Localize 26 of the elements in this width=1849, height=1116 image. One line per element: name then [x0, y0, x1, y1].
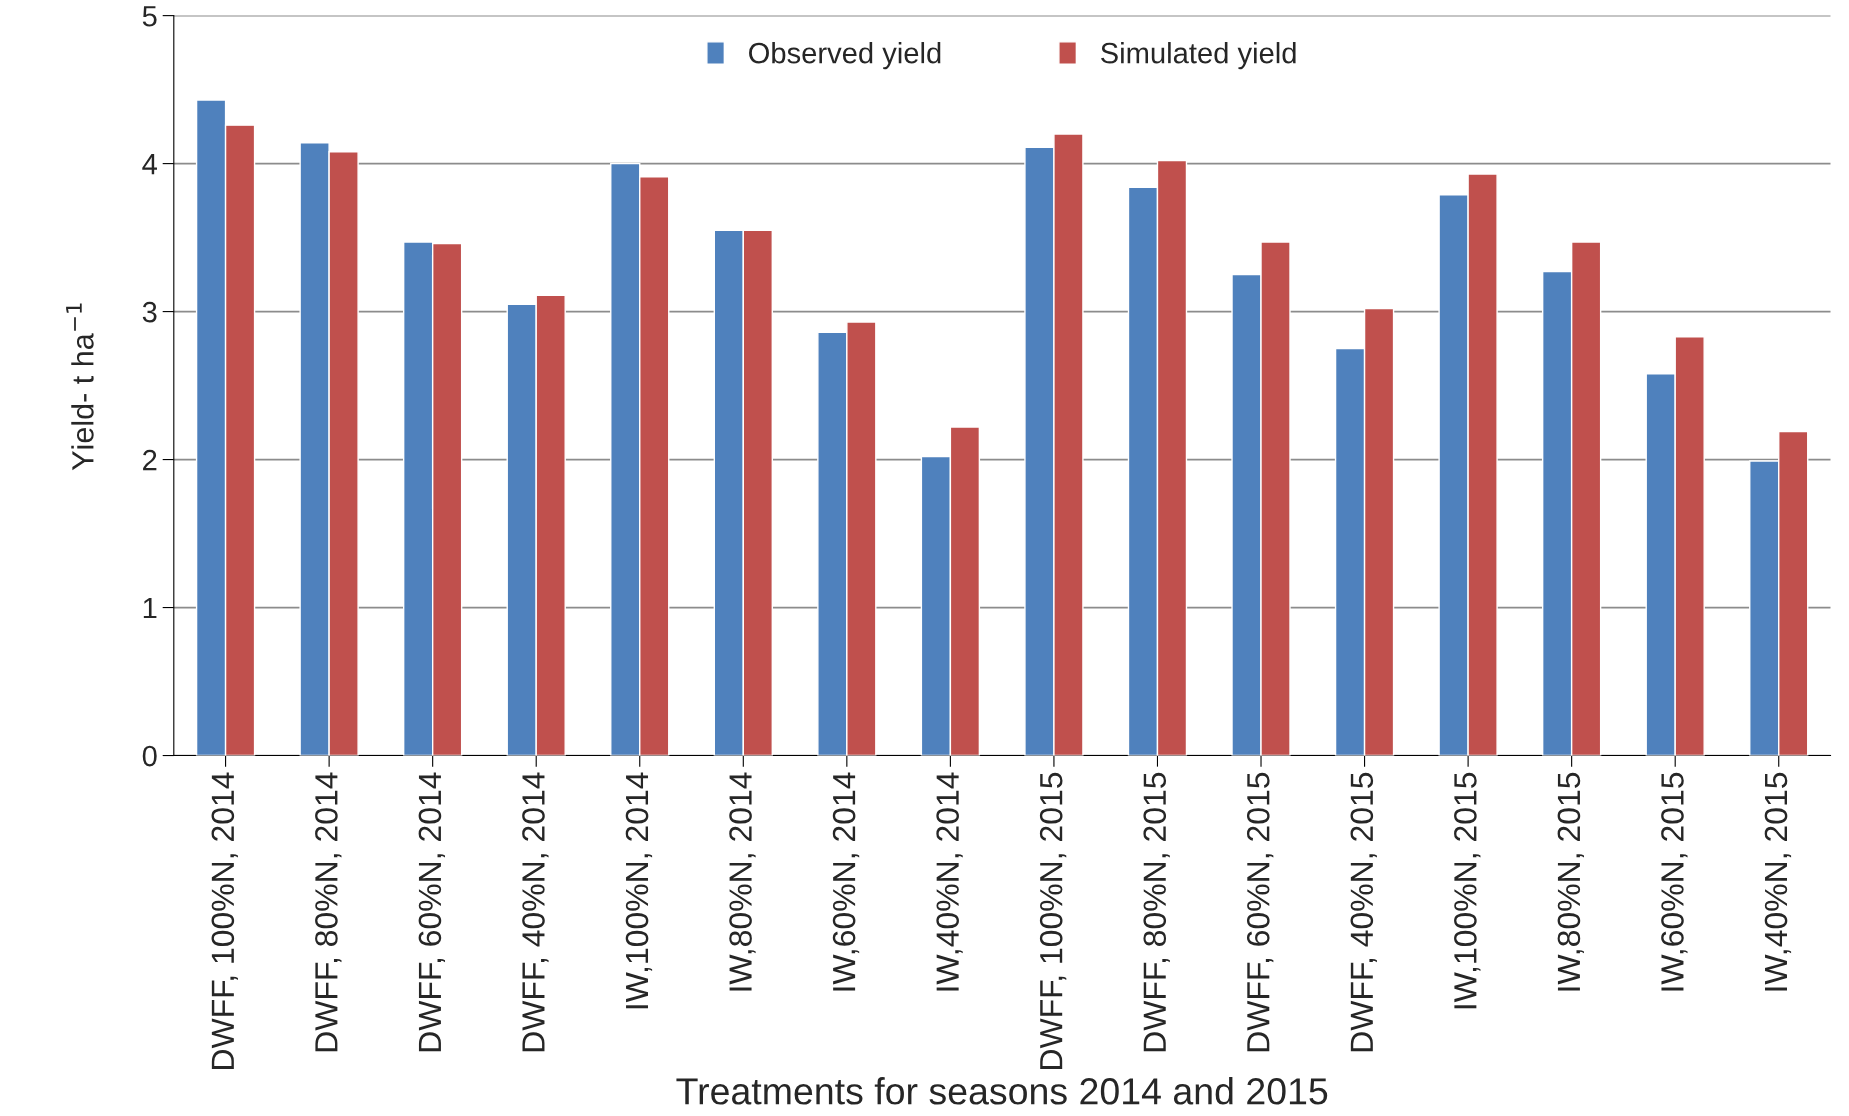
x-tick-label: DWFF, 80%N, 2014 [315, 772, 342, 1052]
y-tick-label: 4 [142, 154, 157, 175]
x-tick-label: DWFF, 40%N, 2015 [1350, 772, 1377, 1052]
y-tick-label: 3 [142, 301, 157, 323]
y-tick-label: 0 [142, 745, 157, 767]
x-tick-label: IW,40%N, 2015 [1764, 772, 1792, 991]
x-tick-label: IW,60%N, 2015 [1661, 772, 1688, 991]
y-axis-title: Yield- t ha$^{−1}$ [66, 303, 94, 471]
x-tick-label: DWFF, 100%N, 2015 [1039, 772, 1067, 1069]
x-axis-title: Treatments for seasons 2014 and 2015 [676, 1077, 1328, 1105]
x-tick-label: IW,60%N, 2014 [832, 772, 860, 991]
y-tick-label: 5 [142, 6, 157, 27]
x-tick-label: DWFF, 40%N, 2014 [522, 772, 549, 1052]
y-tick-label: 1 [143, 598, 157, 619]
x-tick-label: IW,100%N, 2014 [625, 772, 653, 1009]
x-tick-label: DWFF, 80%N, 2015 [1143, 772, 1170, 1052]
legend-label: Simulated yield [1101, 42, 1296, 70]
x-tick-label: IW,80%N, 2014 [729, 772, 756, 991]
x-tick-label: IW,40%N, 2014 [936, 772, 963, 991]
x-tick-label: DWFF, 60%N, 2014 [418, 772, 446, 1052]
x-tick-label: IW,80%N, 2015 [1557, 772, 1584, 991]
y-tick-label: 2 [143, 449, 157, 471]
x-tick-label: DWFF, 100%N, 2014 [211, 772, 238, 1069]
x-tick-label: IW,100%N, 2015 [1454, 772, 1481, 1009]
legend-label: Observed yield [749, 42, 941, 70]
x-tick-label: DWFF, 60%N, 2015 [1246, 772, 1274, 1052]
